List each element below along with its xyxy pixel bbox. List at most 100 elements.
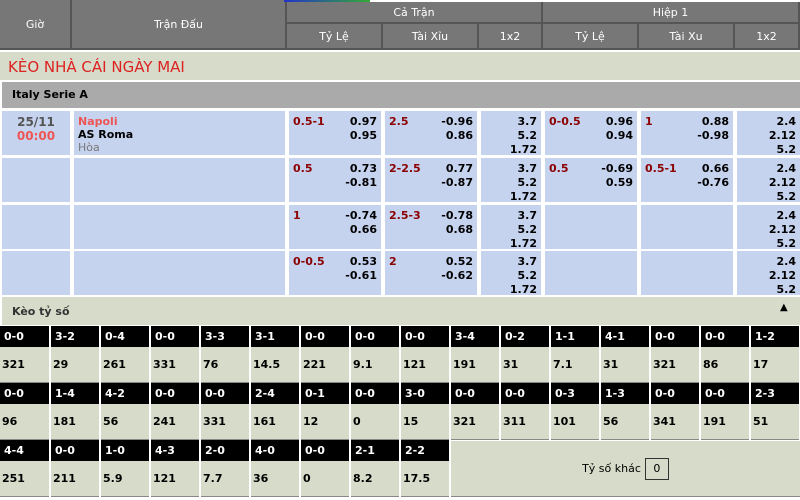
half-1x2-cell[interactable]: 2.4 2.12 5.2 <box>737 158 800 203</box>
over-under-cell-line: 2.5-3 <box>389 209 421 222</box>
handicap-cell[interactable]: 0.5 0.73 -0.81 <box>289 158 381 202</box>
score-odds[interactable]: 31 <box>501 347 549 383</box>
match-hour: 00:00 <box>16 129 56 143</box>
score-odds[interactable]: 5.9 <box>101 461 149 497</box>
score-odds[interactable]: 331 <box>201 404 249 440</box>
odds-value: 5.2 <box>517 269 538 282</box>
half-over-under-cell[interactable] <box>641 205 733 249</box>
odds-value: -0.69 <box>601 162 633 175</box>
score-odds[interactable]: 7.1 <box>551 347 599 383</box>
score-label: 2-3 <box>751 383 799 404</box>
handicap-cell-line: 0.5 <box>293 162 313 175</box>
score-odds[interactable]: 181 <box>51 404 99 440</box>
odds-value: -0.78 <box>441 209 473 222</box>
score-odds[interactable]: 321 <box>451 404 499 440</box>
score-odds[interactable]: 29 <box>51 347 99 383</box>
score-odds[interactable]: 7.7 <box>201 461 249 497</box>
score-label: 0-4 <box>101 326 149 347</box>
score-odds[interactable]: 76 <box>201 347 249 383</box>
score-odds[interactable]: 36 <box>251 461 299 497</box>
half-handicap-cell[interactable] <box>545 251 637 295</box>
score-odds[interactable]: 121 <box>151 461 199 497</box>
half-handicap-cell[interactable]: 0.5 -0.69 0.59 <box>545 158 637 202</box>
score-odds[interactable]: 14.5 <box>251 347 299 383</box>
over-under-cell[interactable]: 2-2.5 0.77 -0.87 <box>385 158 477 202</box>
score-odds[interactable]: 191 <box>701 404 749 440</box>
other-score-value[interactable]: 0 <box>644 457 669 480</box>
score-odds[interactable]: 161 <box>251 404 299 440</box>
match-teams[interactable]: Napoli AS Roma Hòa <box>74 111 285 155</box>
handicap-cell[interactable]: 0-0.5 0.53 -0.61 <box>289 251 381 295</box>
home-team[interactable]: Napoli <box>78 115 118 128</box>
odds-value: 3.7 <box>517 115 538 128</box>
collapse-arrow-icon[interactable]: ▲ <box>780 302 788 313</box>
score-odds[interactable]: 17.5 <box>401 461 449 497</box>
score-odds[interactable]: 321 <box>651 347 699 383</box>
score-odds[interactable]: 241 <box>151 404 199 440</box>
score-odds[interactable]: 8.2 <box>351 461 399 497</box>
1x2-cell[interactable]: 3.7 5.2 1.72 <box>481 111 541 156</box>
over-under-cell[interactable]: 2.5-3 -0.78 0.68 <box>385 205 477 249</box>
handicap-cell[interactable]: 0.5-1 0.97 0.95 <box>289 111 381 155</box>
odds-value: 0.96 <box>605 115 633 128</box>
odds-value: 2.4 <box>776 209 797 222</box>
half-1x2-cell[interactable]: 2.4 2.12 5.2 <box>737 251 800 296</box>
score-odds[interactable]: 51 <box>751 404 799 440</box>
score-odds[interactable]: 251 <box>0 461 49 497</box>
half-over-under-cell[interactable]: 1 0.88 -0.98 <box>641 111 733 155</box>
score-odds[interactable]: 0 <box>301 461 349 497</box>
1x2-cell[interactable]: 3.7 5.2 1.72 <box>481 158 541 203</box>
score-odds[interactable]: 211 <box>51 461 99 497</box>
score-odds[interactable]: 86 <box>701 347 749 383</box>
score-odds[interactable]: 17 <box>751 347 799 383</box>
score-label: 1-3 <box>601 383 649 404</box>
score-label: 0-0 <box>201 383 249 404</box>
over-under-cell-line: 2-2.5 <box>389 162 421 175</box>
odds-value: 5.2 <box>517 176 538 189</box>
half-over-under-cell[interactable] <box>641 251 733 295</box>
header-time: Giờ <box>0 0 72 50</box>
score-odds[interactable]: 261 <box>101 347 149 383</box>
1x2-cell[interactable]: 3.7 5.2 1.72 <box>481 251 541 296</box>
over-under-cell[interactable]: 2 0.52 -0.62 <box>385 251 477 295</box>
half-handicap-cell[interactable]: 0-0.5 0.96 0.94 <box>545 111 637 155</box>
score-odds[interactable]: 311 <box>501 404 549 440</box>
1x2-cell[interactable]: 3.7 5.2 1.72 <box>481 205 541 250</box>
half-1x2-cell[interactable]: 2.4 2.12 5.2 <box>737 111 800 156</box>
score-odds[interactable]: 56 <box>601 404 649 440</box>
score-odds[interactable]: 12 <box>301 404 349 440</box>
score-label: 3-2 <box>51 326 99 347</box>
odds-value: 5.2 <box>776 237 797 250</box>
half-handicap-cell[interactable] <box>545 205 637 249</box>
odds-value: 3.7 <box>517 209 538 222</box>
score-odds[interactable]: 96 <box>0 404 49 440</box>
score-label: 3-1 <box>251 326 299 347</box>
score-label: 0-0 <box>451 383 499 404</box>
empty-cell <box>2 205 70 249</box>
empty-cell <box>74 205 285 249</box>
half-1x2-cell[interactable]: 2.4 2.12 5.2 <box>737 205 800 250</box>
score-odds[interactable]: 31 <box>601 347 649 383</box>
score-odds[interactable]: 121 <box>401 347 449 383</box>
score-label: 2-0 <box>201 440 249 461</box>
score-label: 4-3 <box>151 440 199 461</box>
odds-value: 0.73 <box>349 162 377 175</box>
away-team[interactable]: AS Roma <box>78 128 134 141</box>
half-over-under-cell[interactable]: 0.5-1 0.66 -0.76 <box>641 158 733 202</box>
score-odds[interactable]: 15 <box>401 404 449 440</box>
score-odds[interactable]: 331 <box>151 347 199 383</box>
score-odds[interactable]: 101 <box>551 404 599 440</box>
over-under-cell-line: 2 <box>389 255 397 268</box>
odds-value: 2.4 <box>776 255 797 268</box>
score-odds[interactable]: 341 <box>651 404 699 440</box>
handicap-cell[interactable]: 1 -0.74 0.66 <box>289 205 381 249</box>
score-odds[interactable]: 191 <box>451 347 499 383</box>
score-label: 3-3 <box>201 326 249 347</box>
score-odds[interactable]: 221 <box>301 347 349 383</box>
score-odds[interactable]: 56 <box>101 404 149 440</box>
score-odds[interactable]: 9.1 <box>351 347 399 383</box>
score-odds[interactable]: 0 <box>351 404 399 440</box>
score-odds[interactable]: 321 <box>0 347 49 383</box>
header-match: Trận Đấu <box>72 0 287 50</box>
over-under-cell[interactable]: 2.5 -0.96 0.86 <box>385 111 477 155</box>
